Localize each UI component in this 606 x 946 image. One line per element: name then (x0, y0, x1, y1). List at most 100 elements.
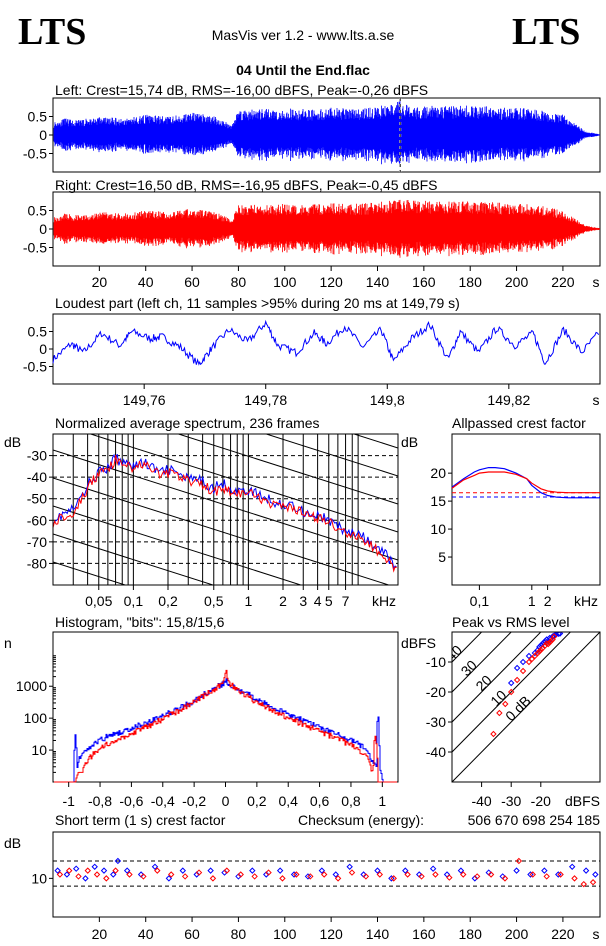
y-tick-label: -10 (426, 654, 446, 670)
short-term-point (66, 867, 73, 874)
peak-rms-point (528, 655, 536, 663)
x-tick-label: 149,78 (244, 392, 287, 408)
short-term-point (332, 871, 339, 878)
short-term-point (93, 871, 101, 878)
y-tick-label: -60 (27, 512, 47, 528)
checksum-value: 506 670 698 254 185 (468, 812, 601, 828)
crest-diagonal-line (452, 632, 600, 782)
logo-left: LTS (18, 11, 86, 53)
short-term-point (126, 871, 133, 878)
short-term-point (223, 867, 231, 874)
x-tick-label: -0,8 (88, 793, 112, 809)
histogram-title: Histogram, "bits": 15,8/15,6 (55, 614, 225, 630)
y-tick-label: -30 (27, 448, 47, 464)
loudest-part-frame (52, 313, 601, 385)
peak-rms-point (543, 640, 550, 647)
y-tick-label: 0 (39, 341, 47, 357)
short-term-point (63, 871, 71, 878)
x-tick-label: 149,82 (487, 392, 530, 408)
loudest-part-title: Loudest part (left ch, 11 samples >95% d… (55, 295, 460, 311)
short-term-point (320, 871, 328, 878)
peak-vs-rms-title: Peak vs RMS level (452, 614, 569, 630)
y-tick-label: 10 (430, 521, 446, 537)
x-tick-label: 0,2 (158, 593, 178, 609)
short-term-point (91, 863, 98, 870)
x-tick-label: 160 (412, 926, 436, 942)
peak-rms-ylabel: dBFS (401, 635, 436, 651)
short-term-point (290, 871, 298, 878)
short-term-point (568, 863, 576, 870)
x-tick-label: 0,8 (341, 793, 361, 809)
y-tick-label: -30 (426, 714, 446, 730)
allpassed-ylabel: dB (401, 434, 418, 450)
x-tick-label: 200 (505, 274, 529, 290)
short-term-crest-title: Short term (1 s) crest factor (55, 812, 226, 828)
short-term-ylabel: dB (4, 835, 21, 851)
short-term-point (418, 873, 425, 880)
crest-series-line (451, 471, 600, 494)
x-tick-label: 100 (273, 274, 297, 290)
y-tick-label: 0.5 (28, 324, 48, 340)
x-tick-label: 20 (92, 926, 108, 942)
peak-rms-point (513, 676, 521, 684)
short-term-point (304, 873, 312, 880)
short-term-point (501, 875, 509, 882)
diagonal-label: 30 (458, 657, 480, 679)
short-term-point (110, 871, 117, 878)
x-tick-label: 20 (92, 274, 108, 290)
app-version: MasVis ver 1.2 - www.lts.a.se (212, 27, 395, 43)
spectrum-slope-line (53, 505, 303, 585)
x-tick-label: 2 (544, 593, 552, 609)
short-term-point (457, 867, 465, 874)
peak-rms-point (507, 679, 515, 687)
short-term-point (114, 857, 122, 865)
short-term-point (557, 871, 564, 878)
peak-rms-point (519, 667, 527, 675)
spectrum-slope-line (88, 434, 398, 533)
y-tick-label: 5 (438, 549, 446, 565)
peak-rms-point (513, 664, 521, 672)
short-term-point (123, 867, 131, 874)
short-term-point (154, 867, 161, 874)
waveform-trace (53, 100, 600, 165)
left-waveform-title: Left: Crest=15,74 dB, RMS=-16,00 dBFS, P… (55, 82, 428, 98)
x-tick-label: 140 (366, 274, 390, 290)
peak-rms-point (539, 645, 546, 652)
peak-rms-point (537, 646, 545, 654)
short-term-point (72, 865, 80, 872)
y-tick-label: -20 (426, 684, 446, 700)
peak-rms-point (550, 633, 558, 640)
y-tick-label: 1000 (16, 678, 47, 694)
right-waveform-title: Right: Crest=16,50 dB, RMS=-16,95 dBFS, … (55, 177, 437, 193)
short-term-point (179, 867, 187, 874)
x-tick-label: 149,76 (123, 392, 166, 408)
x-unit-label: s (593, 392, 600, 408)
x-tick-label: 120 (319, 274, 343, 290)
y-tick-label: -0.5 (23, 146, 47, 162)
short-term-point (195, 869, 203, 876)
histogram-ylabel: n (4, 635, 12, 651)
x-tick-label: -0,4 (151, 793, 175, 809)
x-tick-label: 3 (299, 593, 307, 609)
y-tick-label: 100 (24, 710, 48, 726)
y-tick-label: 10 (31, 870, 47, 886)
short-term-point (555, 871, 562, 878)
x-tick-label: 1 (378, 793, 386, 809)
x-tick-label: 220 (551, 274, 575, 290)
histogram-series-line (54, 669, 397, 783)
x-tick-label: 5 (325, 593, 333, 609)
x-tick-label: 0,2 (247, 793, 267, 809)
peak-rms-point (556, 632, 564, 637)
short-term-point (318, 867, 326, 874)
short-term-frame (52, 831, 601, 918)
short-term-point (487, 871, 495, 878)
short-term-point (527, 871, 534, 878)
peak-rms-point (502, 700, 509, 708)
crest-diagonal-line (452, 632, 512, 693)
short-term-point (307, 873, 314, 880)
x-unit-label: s (593, 926, 600, 942)
x-tick-label: 160 (412, 274, 436, 290)
allpassed-frame (451, 433, 601, 586)
logo-right: LTS (512, 11, 580, 53)
short-term-point (571, 875, 578, 882)
